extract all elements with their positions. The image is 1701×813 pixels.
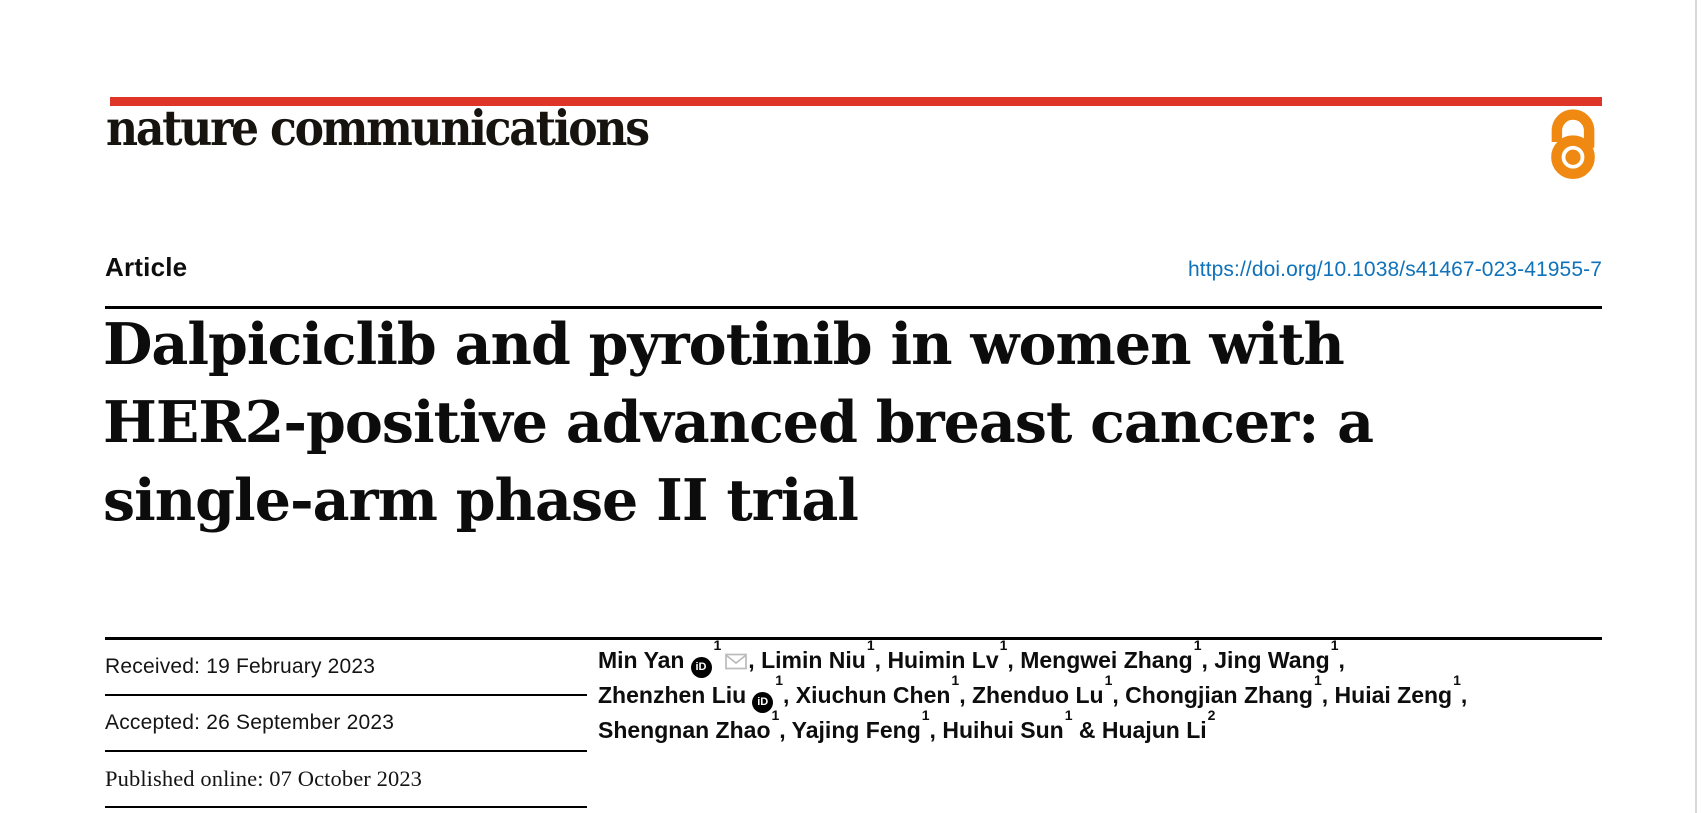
article-history: Received: 19 February 2023 Accepted: 26 S… <box>105 640 587 808</box>
history-item: Received: 19 February 2023 <box>105 640 587 696</box>
author-list: Min Yan iD1, Limin Niu1, Huimin Lv1, Meng… <box>598 638 1598 747</box>
affiliation-superscript: 1 <box>1330 637 1339 654</box>
divider-above-byline <box>105 637 1602 640</box>
author-name: Jing Wang <box>1214 647 1330 673</box>
affiliation-superscript: 1 <box>771 707 780 724</box>
affiliation-superscript: 1 <box>1313 672 1322 689</box>
author-line: Min Yan iD1, Limin Niu1, Huimin Lv1, Meng… <box>598 638 1598 678</box>
author-name: Limin Niu <box>761 647 866 673</box>
article-meta-row: Article https://doi.org/10.1038/s41467-0… <box>105 252 1602 283</box>
author-name: Yajing Feng <box>791 717 921 743</box>
title-line: Dalpiciclib and pyrotinib in women with <box>103 311 1345 378</box>
orcid-icon[interactable]: iD <box>752 692 774 713</box>
author-line: Zhenzhen Liu iD1, Xiuchun Chen1, Zhenduo … <box>598 673 1598 713</box>
author-name: Xiuchun Chen <box>795 682 951 708</box>
article-type-label: Article <box>105 252 188 282</box>
author-name: Huajun Li <box>1101 717 1207 743</box>
author-name: Min Yan <box>598 647 685 673</box>
author-name: Zhenzhen Liu <box>598 682 747 708</box>
author-line: Shengnan Zhao1, Yajing Feng1, Huihui Sun… <box>598 707 1216 743</box>
email-icon[interactable] <box>725 647 748 673</box>
affiliation-superscript: 2 <box>1207 707 1216 724</box>
affiliation-superscript: 1 <box>775 672 784 689</box>
affiliation-superscript: 1 <box>866 637 875 654</box>
orcid-icon[interactable]: iD <box>690 657 712 678</box>
title-line: HER2-positive advanced breast cancer: a <box>103 389 1374 456</box>
author-name: Huihui Sun <box>942 717 1064 743</box>
affiliation-superscript: 1 <box>1064 707 1073 724</box>
journal-logo: nature communications <box>106 99 650 157</box>
author-name: Shengnan Zhao <box>598 717 771 743</box>
affiliation-superscript: 1 <box>713 637 722 654</box>
divider-under-article-label <box>105 306 1602 309</box>
author-name: Chongjian Zhang <box>1125 682 1313 708</box>
brand-rule <box>110 97 1602 106</box>
affiliation-superscript: 1 <box>1193 637 1202 654</box>
affiliation-superscript: 1 <box>921 707 930 724</box>
open-access-icon <box>1551 109 1595 180</box>
title-line: single-arm phase II trial <box>103 467 859 534</box>
author-name: Huiai Zeng <box>1334 682 1453 708</box>
article-title: Dalpiciclib and pyrotinib in women with … <box>103 306 1403 540</box>
affiliation-superscript: 1 <box>1104 672 1113 689</box>
affiliation-superscript: 1 <box>1453 672 1461 689</box>
affiliation-superscript: 1 <box>951 672 960 689</box>
author-name: Zhenduo Lu <box>972 682 1104 708</box>
author-name: Huimin Lv <box>887 647 999 673</box>
doi-link[interactable]: https://doi.org/10.1038/s41467-023-41955… <box>1187 258 1602 281</box>
history-item: Published online: 07 October 2023 <box>105 752 587 808</box>
page-right-edge <box>1695 0 1697 813</box>
affiliation-superscript: 1 <box>999 637 1008 654</box>
author-name: Mengwei Zhang <box>1020 647 1193 673</box>
history-item: Accepted: 26 September 2023 <box>105 696 587 752</box>
